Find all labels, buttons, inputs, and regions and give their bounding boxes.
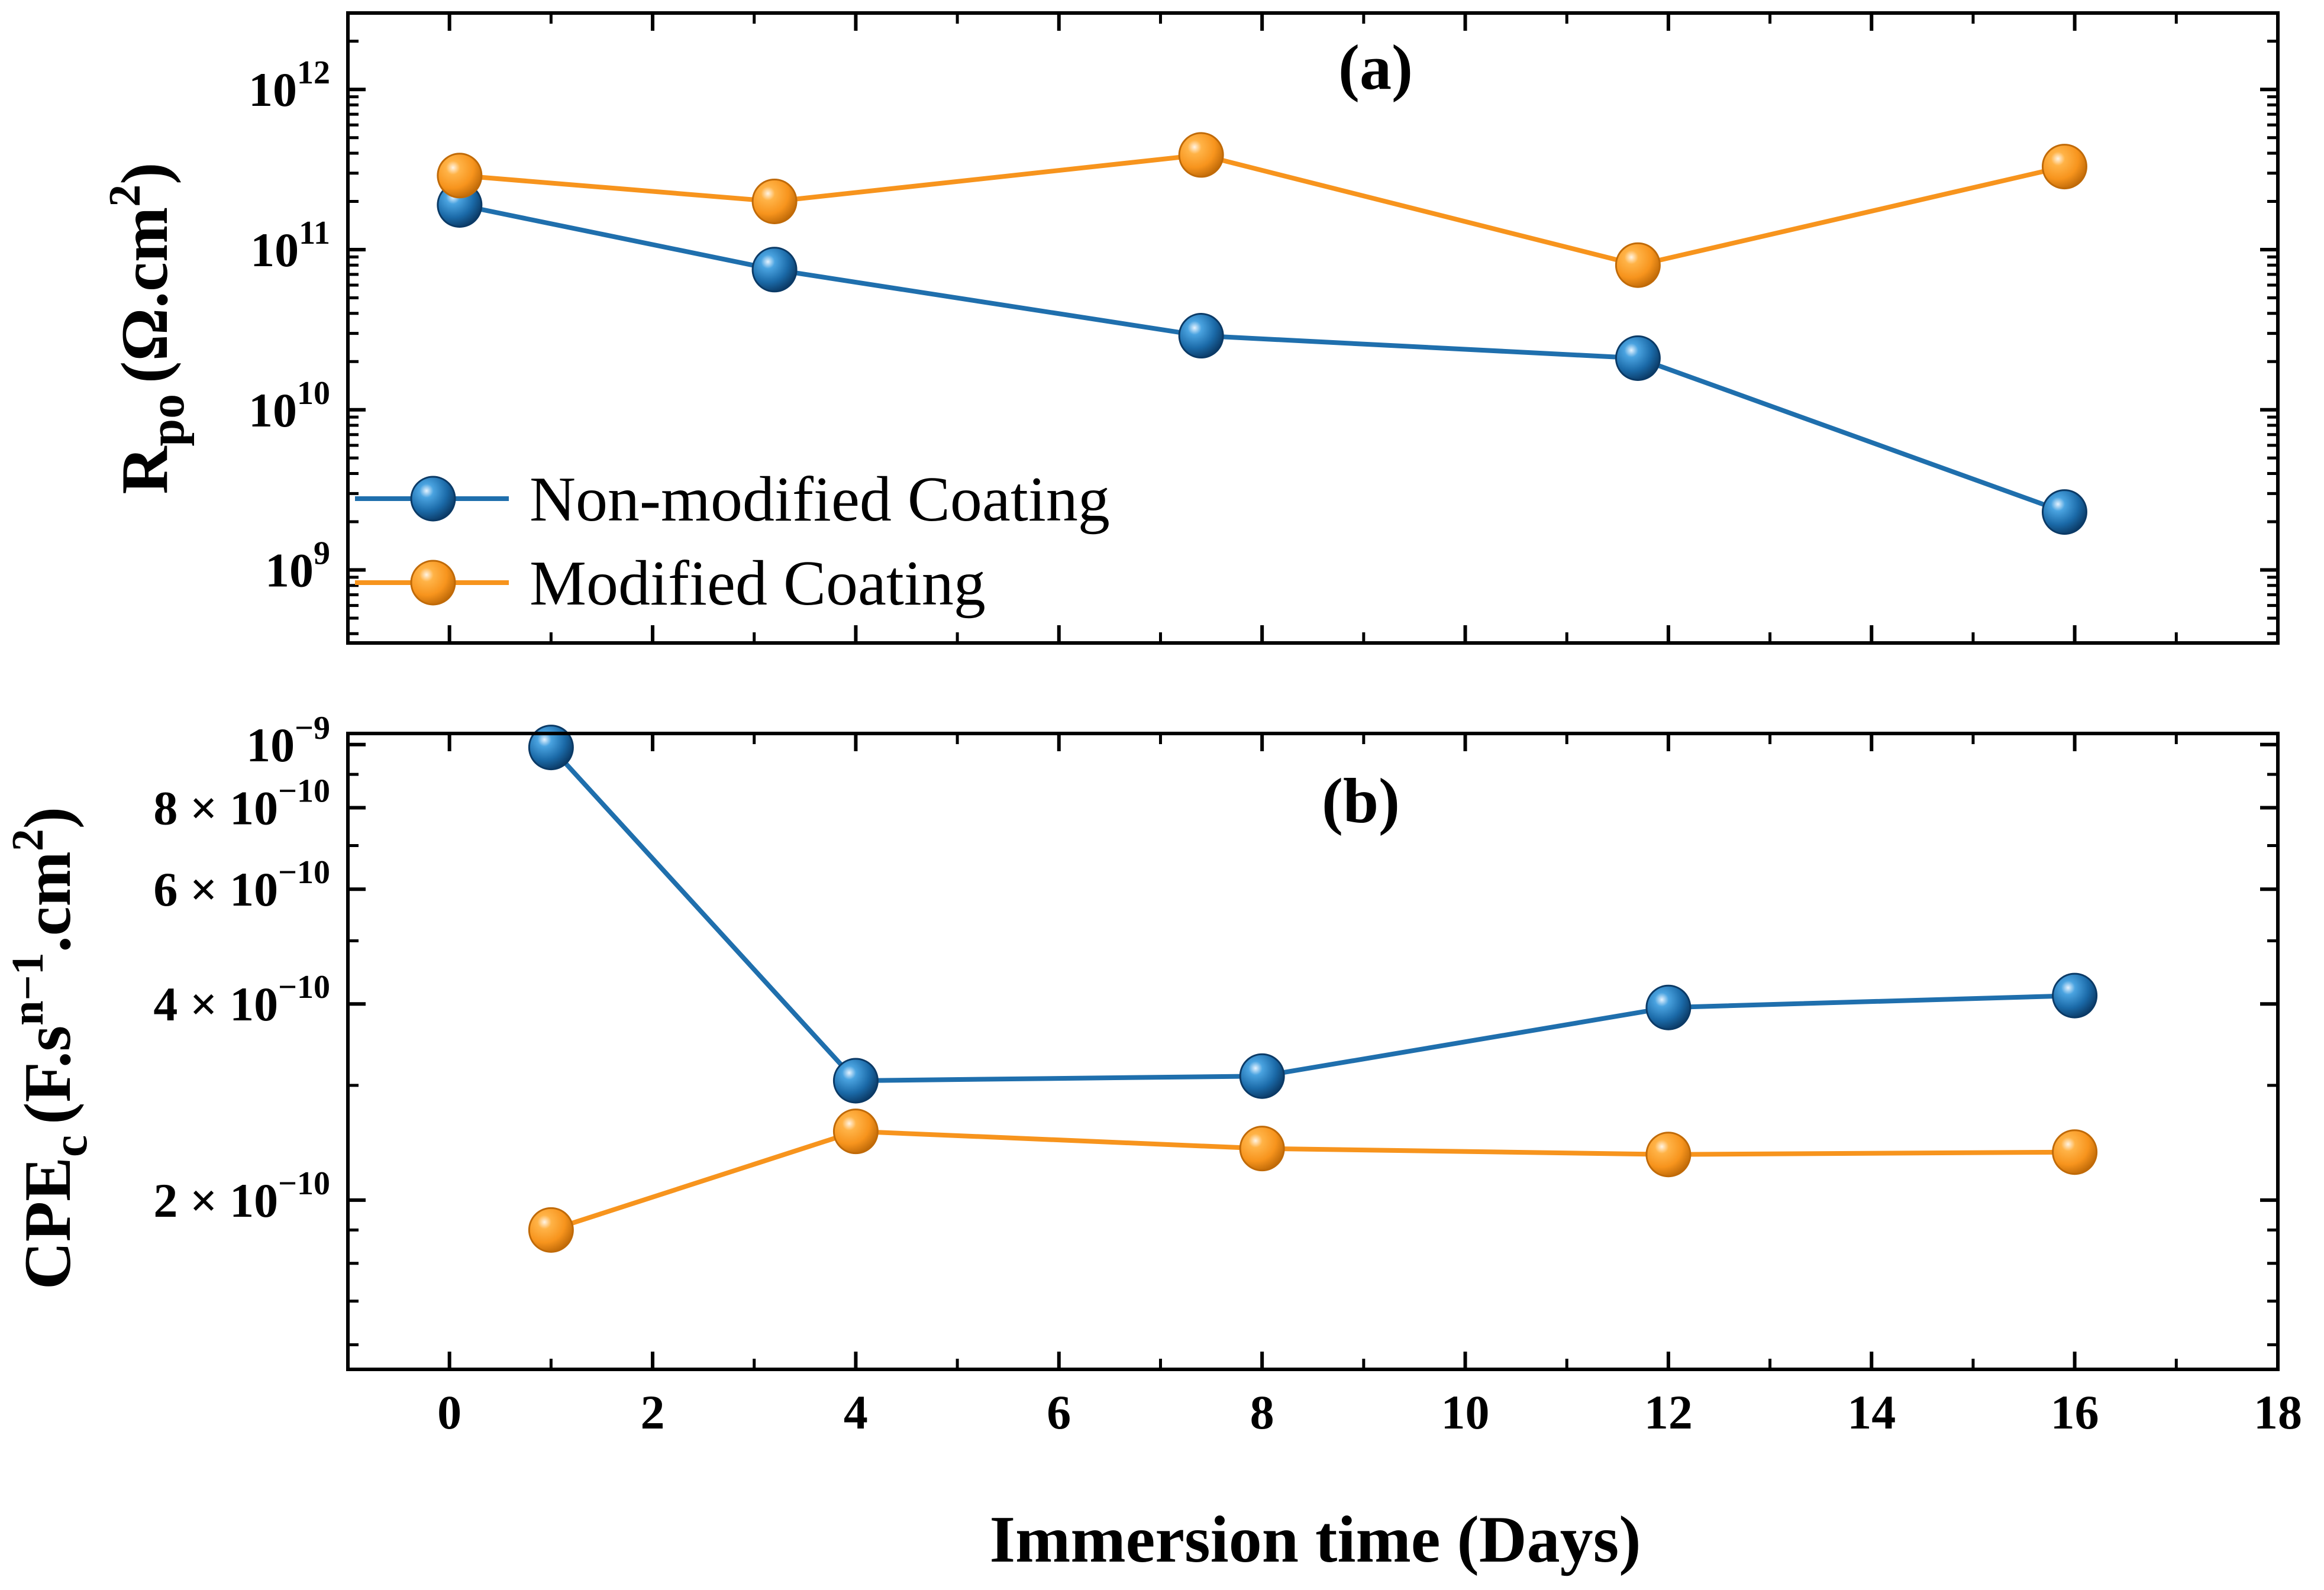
y-tick-exponent: −10 xyxy=(278,773,330,810)
panel-b-data-point-non-modified xyxy=(1239,1053,1285,1099)
panel-a-y-axis-title: Rpo (Ω.cm2) xyxy=(100,163,195,495)
panel-a-data-point-modified xyxy=(751,178,798,224)
panel-a-label: (a) xyxy=(1338,33,1413,103)
legend: Non-modified Coating Modified Coating xyxy=(355,464,1110,619)
panel-b-y-axis-title: CPEc (F.sn−1.cm2) xyxy=(3,807,98,1290)
panel-a-data-point-modified xyxy=(437,153,483,199)
panel-b-data-point-modified xyxy=(1645,1132,1692,1178)
x-tick-label: 16 xyxy=(2051,1385,2099,1439)
panel-a-ylabel-unit-sup: 2 xyxy=(100,185,150,207)
legend-marker-modified xyxy=(410,560,456,606)
panel-b-y-tick-labels: 2 × 10−104 × 10−106 × 10−108 × 10−1010−9 xyxy=(153,710,330,1227)
panel-b-points xyxy=(528,725,2098,1253)
y-tick-mantissa: 4 × xyxy=(153,977,230,1031)
y-tick-mantissa: 2 × xyxy=(153,1174,230,1227)
x-tick-label: 10 xyxy=(1441,1385,1490,1439)
y-tick-exponent: 9 xyxy=(314,535,330,572)
y-tick-exponent: −10 xyxy=(278,969,330,1006)
y-tick-exponent: −9 xyxy=(295,710,330,746)
y-tick-exponent: 11 xyxy=(299,215,330,251)
panel-a-y-tick-label: 1011 xyxy=(250,215,330,277)
panel-b-data-point-non-modified xyxy=(832,1058,879,1104)
panel-a-data-point-non-modified xyxy=(751,247,798,293)
panel-b: (b) 2 × 10−104 × 10−106 × 10−108 × 10−10… xyxy=(3,710,2302,1576)
panel-b-y-tick-label: 8 × 10−10 xyxy=(153,773,330,835)
panel-b-label: (b) xyxy=(1322,766,1400,836)
panel-a-data-point-modified xyxy=(1178,132,1224,178)
y-tick-base: 10 xyxy=(246,718,295,772)
x-tick-label: 8 xyxy=(1250,1385,1274,1439)
panel-a-ylabel-sub: po xyxy=(140,394,195,447)
legend-label-modified: Modified Coating xyxy=(530,548,986,619)
panel-b-data-point-modified xyxy=(1239,1126,1285,1172)
x-axis-title: Immersion time (Days) xyxy=(989,1503,1641,1576)
panel-b-ylabel-sub: c xyxy=(43,1135,98,1157)
panel-a-data-point-modified xyxy=(2041,144,2087,190)
y-tick-mantissa: 6 × xyxy=(153,862,230,916)
x-tick-label: 12 xyxy=(1644,1385,1693,1439)
x-tick-labels: 0 2 4 6 8 10 12 14 16 18 xyxy=(437,1385,2302,1439)
x-tick-label: 2 xyxy=(641,1385,665,1439)
panel-a-data-point-modified xyxy=(1615,242,1661,288)
panel-b-ylabel-unit-sup: n−1 xyxy=(3,952,53,1026)
y-tick-base: 10 xyxy=(265,544,314,597)
panel-a-y-tick-label: 1010 xyxy=(248,375,330,437)
panel-a-data-point-non-modified xyxy=(1178,313,1224,359)
y-tick-base: 10 xyxy=(230,1174,278,1227)
panel-a-data-point-non-modified xyxy=(2041,489,2087,535)
x-tick-label: 0 xyxy=(437,1385,461,1439)
panel-b-y-tick-label: 4 × 10−10 xyxy=(153,969,330,1031)
panel-b-ylabel-unit-sup2: 2 xyxy=(3,829,53,851)
panel-b-y-tick-label: 2 × 10−10 xyxy=(153,1165,330,1227)
y-tick-base: 10 xyxy=(248,383,297,437)
panel-b-ticks xyxy=(348,733,2280,1369)
panel-b-data-point-modified xyxy=(2052,1129,2098,1175)
panel-b-data-point-non-modified xyxy=(1645,984,1692,1030)
panel-b-data-point-modified xyxy=(528,1207,574,1253)
panel-a-ylabel-unit: (Ω.cm xyxy=(108,207,182,383)
y-tick-base: 10 xyxy=(230,862,278,916)
panel-b-series-line-non-modified xyxy=(549,745,2075,1084)
x-tick-label: 4 xyxy=(844,1385,868,1439)
panel-b-y-tick-label: 10−9 xyxy=(246,710,330,772)
panel-b-y-tick-label: 6 × 10−10 xyxy=(153,854,330,916)
panel-a-series-line-modified xyxy=(459,152,2065,268)
panel-a-points xyxy=(437,132,2087,535)
legend-label-non-modified: Non-modified Coating xyxy=(530,464,1110,535)
panel-a-data-point-non-modified xyxy=(1615,335,1661,382)
panel-b-data-point-non-modified xyxy=(528,725,574,771)
y-tick-exponent: −10 xyxy=(278,854,330,891)
panel-a-ylabel-unit-close: ) xyxy=(108,163,182,185)
panel-b-ylabel-unit: (F.s xyxy=(11,1026,85,1124)
panel-b-data-point-non-modified xyxy=(2052,972,2098,1019)
y-tick-base: 10 xyxy=(230,977,278,1031)
panel-b-series-line-modified xyxy=(550,1129,2075,1233)
panel-a-ylabel-main: R xyxy=(108,445,182,494)
y-tick-base: 10 xyxy=(250,223,299,277)
panel-b-data-point-modified xyxy=(832,1109,879,1155)
x-tick-label: 18 xyxy=(2254,1385,2302,1439)
panel-a-y-tick-label: 1012 xyxy=(248,54,330,117)
panel-b-ylabel-unit-mid: .cm xyxy=(11,851,85,952)
legend-marker-non-modified xyxy=(410,476,456,522)
panel-b-ylabel-unit-close: ) xyxy=(11,807,85,829)
y-tick-exponent: −10 xyxy=(278,1165,330,1202)
x-tick-label: 14 xyxy=(1847,1385,1896,1439)
panel-b-ylabel-main: CPE xyxy=(11,1157,85,1290)
y-tick-mantissa: 8 × xyxy=(153,781,230,835)
y-tick-exponent: 12 xyxy=(297,54,330,91)
panel-b-frame xyxy=(346,732,2280,1371)
x-tick-label: 6 xyxy=(1047,1385,1071,1439)
y-tick-base: 10 xyxy=(230,781,278,835)
y-tick-exponent: 10 xyxy=(297,375,330,412)
y-tick-base: 10 xyxy=(248,63,297,117)
panel-a-y-tick-label: 109 xyxy=(265,535,330,597)
panel-a-lines xyxy=(459,152,2065,515)
panel-b-lines xyxy=(549,745,2075,1233)
panel-a-frame xyxy=(346,11,2280,645)
